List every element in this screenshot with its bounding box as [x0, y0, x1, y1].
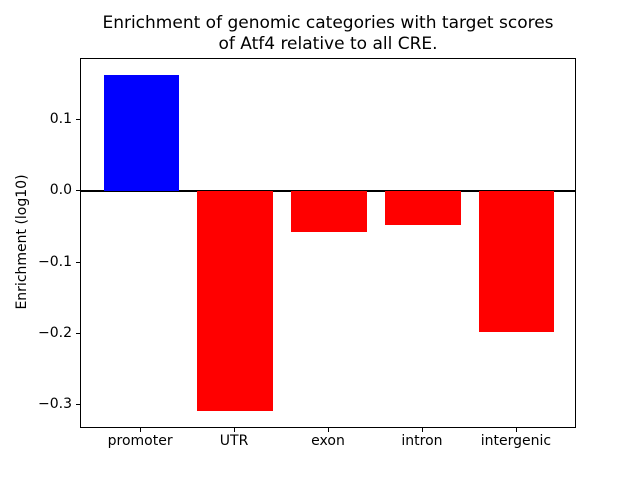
y-tick-0.1 [76, 118, 80, 120]
x-tick-label-UTR: UTR [219, 433, 249, 449]
x-tick-UTR [234, 428, 236, 432]
chart-title-line2: of Atf4 relative to all CRE. [218, 33, 438, 54]
bar-intergenic [479, 191, 555, 332]
bar-promoter [103, 74, 179, 192]
x-tick-intron [421, 428, 423, 432]
chart-title-line1: Enrichment of genomic categories with ta… [102, 13, 554, 33]
x-tick-promoter [140, 428, 142, 432]
chart-title: Enrichment of genomic categories with ta… [80, 13, 576, 54]
bar-UTR [197, 191, 273, 412]
y-tick-label-0.0: 0.0 [49, 182, 72, 199]
y-tick-−0.1 [76, 261, 80, 263]
x-tick-label-exon: exon [311, 433, 345, 449]
bar-exon [291, 191, 367, 232]
x-tick-label-intergenic: intergenic [480, 433, 552, 449]
x-tick-label-promoter: promoter [107, 433, 173, 449]
y-tick-label-−0.3: −0.3 [38, 396, 72, 413]
y-tick-label-−0.1: −0.1 [38, 253, 72, 270]
y-tick-label-0.1: 0.1 [49, 110, 72, 127]
plot-area [80, 58, 576, 428]
y-tick-0.0 [76, 190, 80, 192]
y-tick-label-−0.2: −0.2 [38, 325, 72, 341]
y-tick-−0.3 [76, 404, 80, 406]
bar-intron [385, 191, 461, 225]
x-tick-intergenic [515, 428, 517, 432]
x-tick-label-intron: intron [401, 433, 443, 449]
y-tick-−0.2 [76, 333, 80, 334]
x-tick-exon [328, 428, 329, 432]
